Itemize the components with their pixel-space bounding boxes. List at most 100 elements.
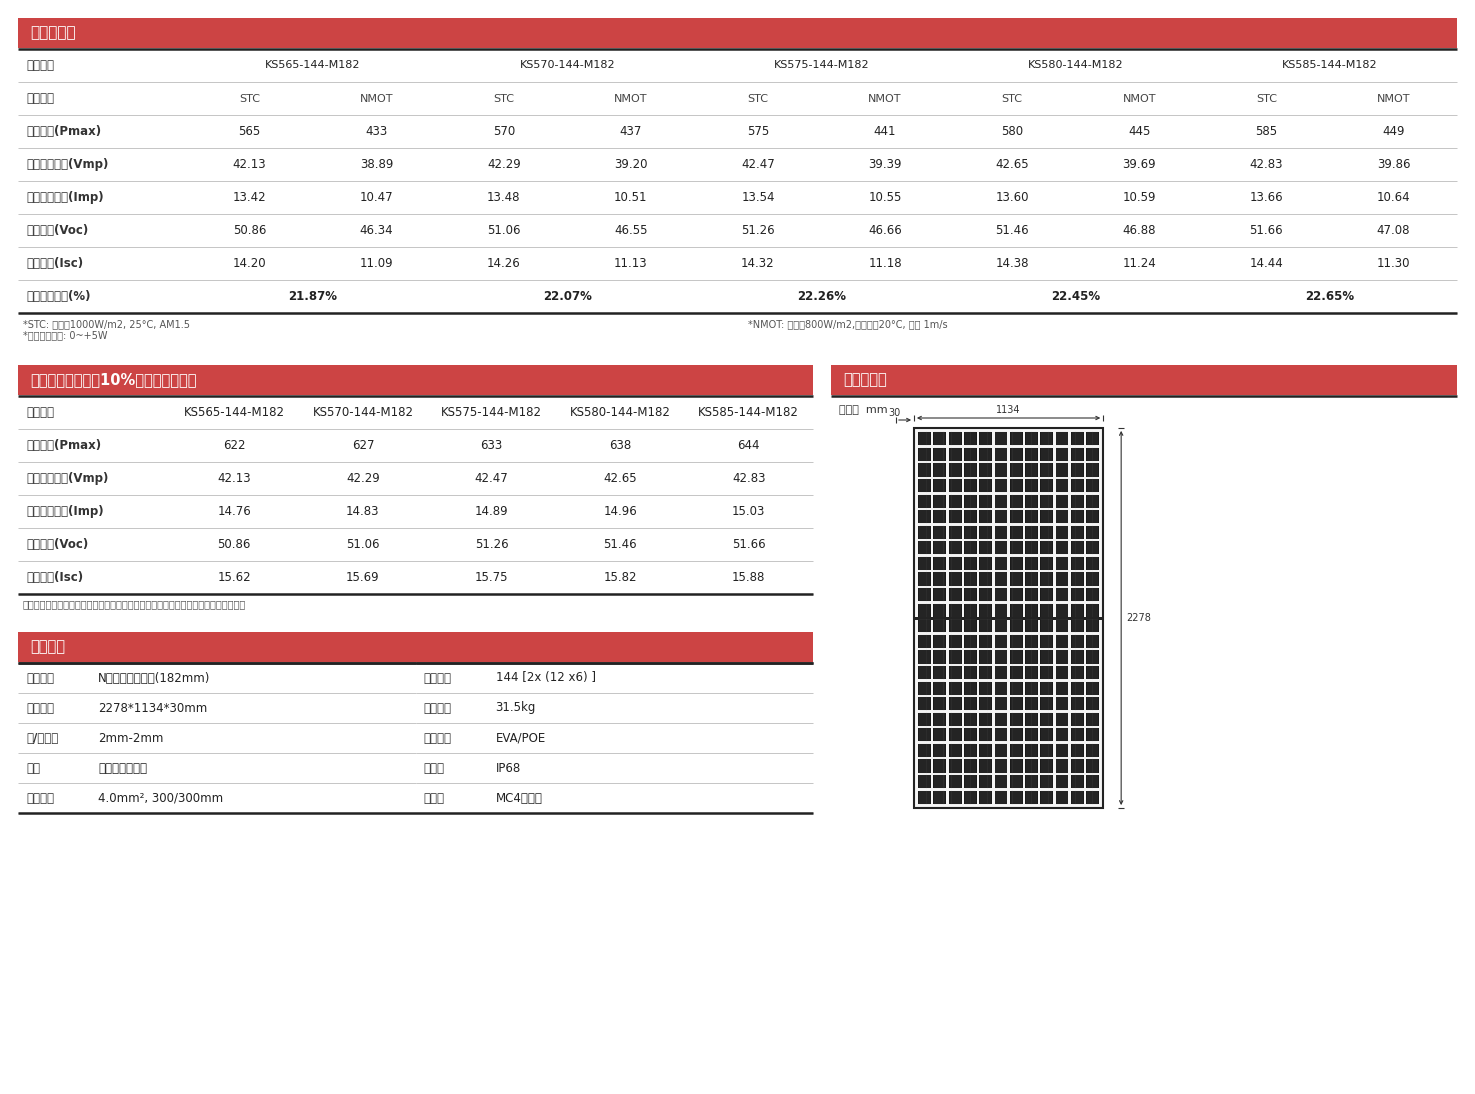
Bar	[1056, 619, 1068, 632]
Bar	[1010, 729, 1022, 742]
Bar	[965, 697, 976, 710]
Text: KS565-144-M182: KS565-144-M182	[184, 406, 285, 419]
Text: 14.20: 14.20	[233, 257, 267, 270]
Bar	[979, 526, 993, 539]
Bar	[948, 494, 962, 508]
Text: 11.24: 11.24	[1122, 257, 1156, 270]
Text: 627: 627	[351, 439, 375, 452]
Bar	[1071, 604, 1084, 617]
Bar	[965, 542, 976, 555]
Bar	[919, 589, 931, 602]
Text: 50.86: 50.86	[218, 538, 251, 551]
Bar	[1010, 464, 1022, 477]
Bar	[965, 510, 976, 523]
Bar	[1025, 464, 1038, 477]
Bar	[18, 18, 1457, 48]
Bar	[1040, 479, 1053, 492]
Bar	[934, 729, 947, 742]
Text: 15.03: 15.03	[732, 505, 766, 517]
Bar	[1025, 479, 1038, 492]
Bar	[1040, 744, 1053, 757]
Text: KS575-144-M182: KS575-144-M182	[441, 406, 541, 419]
Text: 峰值工作电流(Imp): 峰值工作电流(Imp)	[27, 191, 103, 203]
Bar	[1056, 432, 1068, 445]
Text: 14.89: 14.89	[475, 505, 509, 517]
Text: KS580-144-M182: KS580-144-M182	[1028, 60, 1124, 70]
Text: 570: 570	[493, 125, 515, 138]
Bar	[934, 604, 947, 617]
Text: KS565-144-M182: KS565-144-M182	[266, 60, 361, 70]
Bar	[1086, 494, 1099, 508]
Bar	[1010, 712, 1022, 726]
Bar	[1010, 791, 1022, 804]
Text: 633: 633	[481, 439, 503, 452]
Text: 13.42: 13.42	[233, 191, 267, 203]
Bar	[934, 744, 947, 757]
Bar	[1010, 759, 1022, 772]
Bar	[1086, 650, 1099, 664]
Text: 14.96: 14.96	[603, 505, 637, 517]
Bar	[965, 589, 976, 602]
Text: 433: 433	[366, 125, 388, 138]
Bar	[948, 619, 962, 632]
Bar	[1086, 666, 1099, 679]
Bar	[934, 619, 947, 632]
Bar	[965, 464, 976, 477]
Bar	[948, 744, 962, 757]
Bar	[1056, 729, 1068, 742]
Bar	[919, 526, 931, 539]
Bar	[1040, 432, 1053, 445]
Bar	[1010, 619, 1022, 632]
Bar	[965, 666, 976, 679]
Text: 15.82: 15.82	[603, 571, 637, 584]
Text: 双面发电参数（以10%背面增益为例）: 双面发电参数（以10%背面增益为例）	[30, 372, 196, 387]
Bar	[1040, 775, 1053, 788]
Text: 组件尺寸图: 组件尺寸图	[844, 372, 886, 387]
Bar	[979, 712, 993, 726]
Bar	[919, 447, 931, 461]
Bar	[934, 447, 947, 461]
Bar	[948, 479, 962, 492]
Bar	[1040, 697, 1053, 710]
Bar	[1040, 682, 1053, 695]
Bar	[994, 447, 1007, 461]
Bar	[1010, 557, 1022, 570]
Text: 14.44: 14.44	[1249, 257, 1283, 270]
Bar	[994, 479, 1007, 492]
Bar	[948, 791, 962, 804]
Text: 46.55: 46.55	[614, 224, 648, 237]
Bar	[1025, 775, 1038, 788]
Text: 31.5kg: 31.5kg	[496, 701, 535, 714]
Text: 峰值工作电流(Imp): 峰值工作电流(Imp)	[27, 505, 103, 517]
Text: STC: STC	[1002, 93, 1022, 104]
Bar	[994, 682, 1007, 695]
Bar	[1086, 682, 1099, 695]
Text: 组件尺寸: 组件尺寸	[27, 701, 55, 714]
Bar	[1025, 432, 1038, 445]
Bar	[994, 729, 1007, 742]
Text: 短路电流(Isc): 短路电流(Isc)	[27, 571, 83, 584]
Bar	[1040, 542, 1053, 555]
Bar	[1071, 697, 1084, 710]
Bar	[1056, 650, 1068, 664]
Bar	[994, 510, 1007, 523]
Bar	[1086, 712, 1099, 726]
Bar	[919, 557, 931, 570]
Bar	[994, 791, 1007, 804]
Bar	[1010, 589, 1022, 602]
Bar	[1086, 464, 1099, 477]
Text: 13.60: 13.60	[996, 191, 1030, 203]
Bar	[1010, 697, 1022, 710]
Bar	[1056, 635, 1068, 648]
Bar	[1025, 791, 1038, 804]
Bar	[1025, 712, 1038, 726]
Text: 13.66: 13.66	[1249, 191, 1283, 203]
Bar	[1025, 557, 1038, 570]
Text: 42.13: 42.13	[217, 472, 251, 485]
Bar	[1040, 729, 1053, 742]
Bar	[948, 447, 962, 461]
Text: 接线盒: 接线盒	[423, 761, 444, 775]
Bar	[919, 650, 931, 664]
Text: 10.59: 10.59	[1122, 191, 1156, 203]
Text: 565: 565	[239, 125, 261, 138]
